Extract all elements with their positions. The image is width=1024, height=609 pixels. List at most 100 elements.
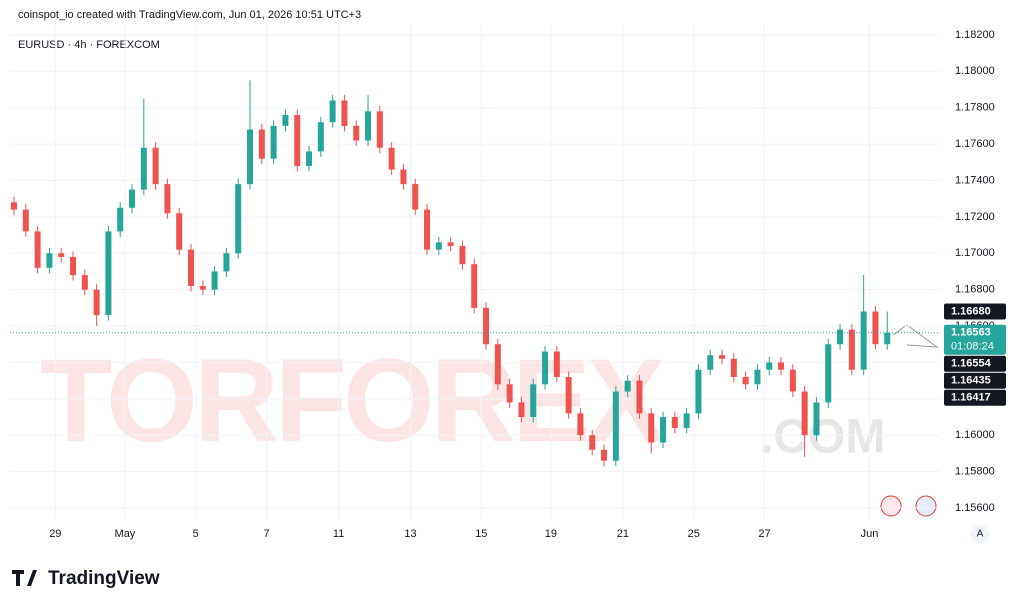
candle-body [164,184,171,214]
price-marker-label: 1.16680 [951,305,991,317]
candle-body [660,417,667,443]
candle-body [754,369,761,385]
y-tick-label: 1.18200 [955,29,995,41]
scale-button[interactable] [971,525,989,543]
candle-body [695,369,702,414]
candle-body [719,355,726,359]
candle-body [778,362,785,370]
x-tick-label: 21 [617,528,629,540]
y-tick-label: 1.16000 [955,429,995,441]
x-tick-label: 15 [475,528,487,540]
y-tick-label: 1.18000 [955,65,995,77]
candle-body [58,253,65,257]
candle-body [813,402,820,436]
y-tick-label: 1.17600 [955,138,995,150]
logo-mark [12,570,37,586]
candle-body [789,369,796,392]
candle-body [223,253,230,272]
price-marker [944,303,1006,320]
price-marker [944,372,1006,389]
candle-body [612,391,619,461]
candle-body [317,122,324,152]
candle-body [412,184,419,210]
candle-body [329,100,336,123]
y-tick-label: 1.15800 [955,466,995,478]
candle-body [341,100,348,126]
x-tick-label: May [115,528,136,540]
candle-body [707,355,714,370]
candle-body [235,184,242,254]
flag-icon[interactable] [880,495,902,517]
candle-body [22,209,29,232]
candle-body [494,344,501,385]
y-tick-label: 1.17000 [955,247,995,259]
flag-icon[interactable] [915,495,937,517]
projection-arrow [892,324,939,348]
watermark: TORFOREX .COM [40,335,885,467]
candle-body [353,125,360,141]
price-marker [944,324,1006,355]
candle-body [766,362,773,370]
candle-body [388,147,395,170]
candle-body [199,286,206,290]
candle-body [860,311,867,370]
candle-body [872,311,879,345]
candle-body [624,380,631,392]
candle-body [459,245,466,265]
x-tick-label: 5 [193,528,199,540]
price-marker-label: 1.16554 [951,358,992,370]
price-marker [944,389,1006,406]
countdown: 01:08:24 [951,341,994,353]
candle-body [837,329,844,345]
watermark-main: TORFOREX [40,335,665,467]
candle-body [483,307,490,345]
candle-body [683,413,690,428]
x-tick-label: 13 [404,528,416,540]
y-tick-label: 1.17800 [955,102,995,114]
candle-body [105,231,112,316]
candle-body [34,231,41,268]
candle-body [471,264,478,308]
candle-body [70,256,77,276]
candle-body [530,384,537,418]
x-tick-label: 27 [758,528,770,540]
symbol: EURUSD · 4h · FOREXCOM [18,39,160,51]
brand: TradingView [48,568,160,589]
candle-body [518,402,525,418]
y-tick-label: 1.17400 [955,174,995,186]
x-tick-label: 7 [263,528,269,540]
candle-body [565,376,572,414]
candle-body [671,417,678,428]
candle-body [742,376,749,385]
x-tick-label: 25 [688,528,700,540]
candle-body [140,147,147,190]
candle-body [258,129,265,159]
price-marker [944,355,1006,372]
candle-body [435,242,442,250]
candle-body [176,213,183,250]
price-marker-label: 1.16417 [951,392,991,404]
x-tick-label: 11 [333,528,344,540]
candle-body [247,129,254,185]
scale-button-label[interactable]: A [977,529,984,540]
candle-body [211,271,218,290]
candle-body [46,253,53,268]
candle-body [117,207,124,232]
candle-body [601,449,608,461]
candle-body [188,249,195,287]
candle-body [400,169,407,185]
candle-body [270,125,277,159]
candle-body [294,114,301,166]
candle-body [648,413,655,443]
candle-body [93,289,100,316]
y-tick-label: 1.16800 [955,284,995,296]
candle-body [801,391,808,436]
x-tick-label: 19 [545,528,557,540]
watermark-suffix: .COM [760,411,885,464]
candle-body [506,384,513,403]
candle-body [553,351,560,377]
candle-body [376,111,383,148]
candle-body [306,151,313,166]
